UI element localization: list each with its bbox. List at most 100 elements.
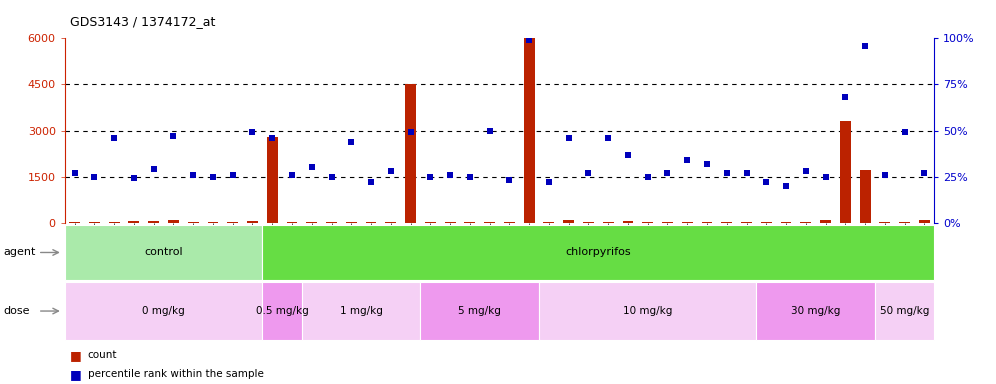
Point bbox=[382, 168, 398, 174]
Point bbox=[778, 183, 794, 189]
Point bbox=[205, 174, 221, 180]
Text: dose: dose bbox=[3, 306, 30, 316]
Text: 10 mg/kg: 10 mg/kg bbox=[623, 306, 672, 316]
Bar bbox=[227, 222, 238, 223]
Point bbox=[402, 129, 418, 136]
Bar bbox=[919, 220, 930, 223]
Bar bbox=[302, 282, 420, 340]
Bar bbox=[840, 121, 851, 223]
Point bbox=[838, 94, 854, 101]
Bar bbox=[307, 222, 317, 223]
Bar bbox=[879, 222, 890, 223]
Bar bbox=[622, 221, 633, 223]
Point bbox=[758, 179, 774, 185]
Bar bbox=[65, 282, 262, 340]
Bar bbox=[262, 282, 302, 340]
Text: 5 mg/kg: 5 mg/kg bbox=[458, 306, 501, 316]
Text: percentile rank within the sample: percentile rank within the sample bbox=[88, 369, 264, 379]
Bar bbox=[346, 222, 357, 223]
Text: 30 mg/kg: 30 mg/kg bbox=[791, 306, 841, 316]
Bar bbox=[420, 282, 539, 340]
Point bbox=[858, 43, 873, 49]
Point bbox=[87, 174, 103, 180]
Text: agent: agent bbox=[3, 247, 36, 258]
Point bbox=[876, 172, 892, 178]
Point bbox=[501, 177, 517, 184]
Point bbox=[561, 135, 577, 141]
Point bbox=[422, 174, 438, 180]
Point bbox=[324, 174, 340, 180]
Bar bbox=[148, 221, 159, 223]
Text: 50 mg/kg: 50 mg/kg bbox=[879, 306, 929, 316]
Point bbox=[916, 170, 932, 176]
Point bbox=[244, 129, 260, 136]
Bar bbox=[801, 222, 811, 223]
Bar bbox=[65, 225, 262, 280]
Bar bbox=[860, 170, 871, 223]
Bar bbox=[69, 222, 80, 223]
Text: chlorpyrifos: chlorpyrifos bbox=[566, 247, 631, 258]
Bar bbox=[504, 222, 515, 223]
Text: 0 mg/kg: 0 mg/kg bbox=[142, 306, 185, 316]
Point bbox=[107, 135, 123, 141]
Point bbox=[264, 135, 280, 141]
Bar bbox=[539, 282, 756, 340]
Text: 1 mg/kg: 1 mg/kg bbox=[340, 306, 382, 316]
Point bbox=[581, 170, 597, 176]
Bar bbox=[484, 222, 495, 223]
Bar bbox=[781, 222, 792, 223]
Point bbox=[639, 174, 655, 180]
Bar bbox=[89, 222, 100, 223]
Bar bbox=[741, 222, 752, 223]
Text: ■: ■ bbox=[70, 368, 82, 381]
Point bbox=[284, 172, 300, 178]
Bar bbox=[267, 137, 278, 223]
Point bbox=[482, 127, 498, 134]
Bar bbox=[326, 222, 337, 223]
Bar bbox=[756, 282, 874, 340]
Point bbox=[521, 37, 537, 43]
Text: 0.5 mg/kg: 0.5 mg/kg bbox=[256, 306, 309, 316]
Text: GDS3143 / 1374172_at: GDS3143 / 1374172_at bbox=[70, 15, 215, 28]
Bar bbox=[874, 282, 934, 340]
Point bbox=[699, 161, 715, 167]
Point bbox=[67, 170, 83, 176]
Point bbox=[462, 174, 478, 180]
Bar bbox=[642, 222, 653, 223]
Point bbox=[798, 168, 814, 174]
Bar bbox=[701, 222, 712, 223]
Text: count: count bbox=[88, 350, 118, 360]
Bar bbox=[563, 220, 574, 223]
Point bbox=[541, 179, 557, 185]
Bar bbox=[188, 222, 198, 223]
Point bbox=[818, 174, 834, 180]
Bar bbox=[405, 84, 416, 223]
Point bbox=[601, 135, 617, 141]
Bar bbox=[524, 38, 535, 223]
Bar bbox=[425, 222, 436, 223]
Point bbox=[145, 166, 161, 172]
Text: control: control bbox=[144, 247, 183, 258]
Bar bbox=[385, 222, 396, 223]
Bar bbox=[109, 222, 120, 223]
Bar bbox=[721, 222, 732, 223]
Point bbox=[659, 170, 675, 176]
Bar bbox=[544, 222, 555, 223]
Bar bbox=[128, 221, 139, 223]
Bar bbox=[247, 221, 258, 223]
Point bbox=[679, 157, 695, 163]
Bar bbox=[761, 222, 772, 223]
Point bbox=[364, 179, 379, 185]
Point bbox=[620, 151, 635, 157]
Bar bbox=[662, 222, 673, 223]
Bar bbox=[207, 222, 218, 223]
Bar bbox=[444, 222, 455, 223]
Bar bbox=[682, 222, 692, 223]
Point bbox=[225, 172, 241, 178]
Bar bbox=[820, 220, 831, 223]
Point bbox=[896, 129, 912, 136]
Bar bbox=[262, 225, 934, 280]
Bar bbox=[464, 222, 475, 223]
Point bbox=[165, 133, 181, 139]
Bar bbox=[583, 222, 594, 223]
